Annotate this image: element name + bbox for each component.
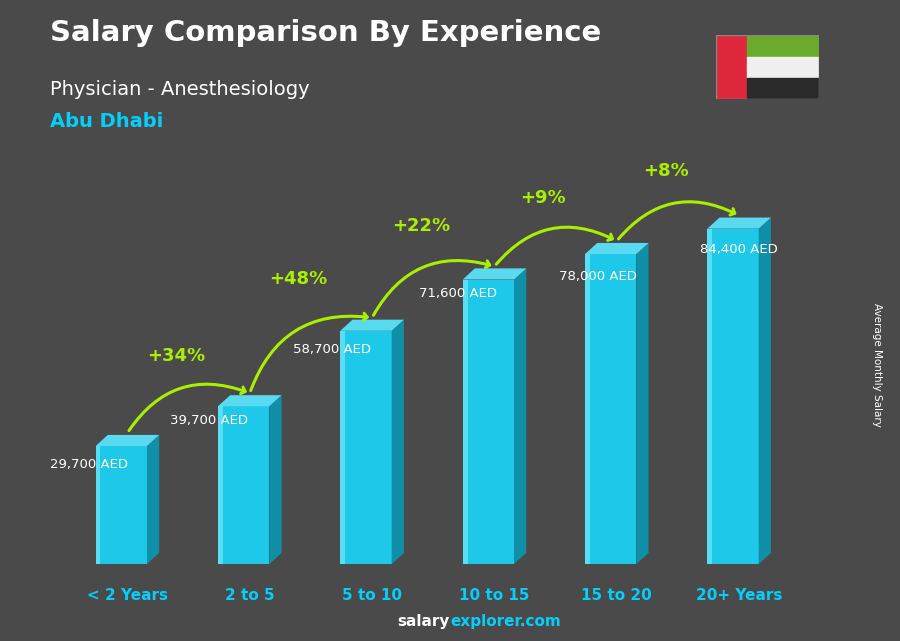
Polygon shape [463, 279, 514, 564]
Text: Physician - Anesthesiology: Physician - Anesthesiology [50, 80, 309, 99]
Text: +9%: +9% [520, 189, 566, 207]
Polygon shape [269, 395, 282, 564]
Text: 29,700 AED: 29,700 AED [50, 458, 129, 471]
Polygon shape [463, 279, 467, 564]
Polygon shape [95, 446, 101, 564]
Polygon shape [707, 217, 771, 229]
Text: 58,700 AED: 58,700 AED [292, 343, 371, 356]
Polygon shape [707, 229, 712, 564]
Text: +34%: +34% [148, 347, 205, 365]
Polygon shape [707, 229, 759, 564]
Polygon shape [95, 435, 159, 446]
Polygon shape [759, 217, 771, 564]
Text: 10 to 15: 10 to 15 [459, 588, 530, 603]
Bar [746, 35, 819, 56]
Text: 2 to 5: 2 to 5 [225, 588, 274, 603]
Text: +48%: +48% [270, 270, 328, 288]
Polygon shape [218, 406, 269, 564]
Polygon shape [636, 243, 649, 564]
Bar [716, 35, 746, 99]
Text: Average Monthly Salary: Average Monthly Salary [872, 303, 883, 428]
Text: explorer.com: explorer.com [450, 615, 561, 629]
Bar [746, 78, 819, 99]
Polygon shape [147, 435, 159, 564]
Text: salary: salary [398, 615, 450, 629]
Polygon shape [585, 243, 649, 254]
Text: 20+ Years: 20+ Years [696, 588, 782, 603]
Bar [746, 56, 819, 78]
Text: 71,600 AED: 71,600 AED [418, 287, 497, 301]
Polygon shape [218, 395, 282, 406]
Polygon shape [585, 254, 590, 564]
Text: 78,000 AED: 78,000 AED [560, 270, 637, 283]
Text: +22%: +22% [392, 217, 450, 235]
Polygon shape [95, 446, 147, 564]
Polygon shape [340, 331, 392, 564]
Text: 84,400 AED: 84,400 AED [700, 242, 778, 256]
Polygon shape [585, 254, 636, 564]
Text: Salary Comparison By Experience: Salary Comparison By Experience [50, 19, 601, 47]
Text: < 2 Years: < 2 Years [87, 588, 168, 603]
Polygon shape [392, 320, 404, 564]
Polygon shape [340, 331, 346, 564]
Text: 15 to 20: 15 to 20 [581, 588, 652, 603]
Polygon shape [340, 320, 404, 331]
Polygon shape [463, 269, 526, 279]
Text: 5 to 10: 5 to 10 [342, 588, 402, 603]
Polygon shape [218, 406, 223, 564]
Text: Abu Dhabi: Abu Dhabi [50, 112, 163, 131]
Text: +8%: +8% [643, 162, 689, 179]
Polygon shape [514, 269, 526, 564]
Text: 39,700 AED: 39,700 AED [170, 414, 248, 428]
